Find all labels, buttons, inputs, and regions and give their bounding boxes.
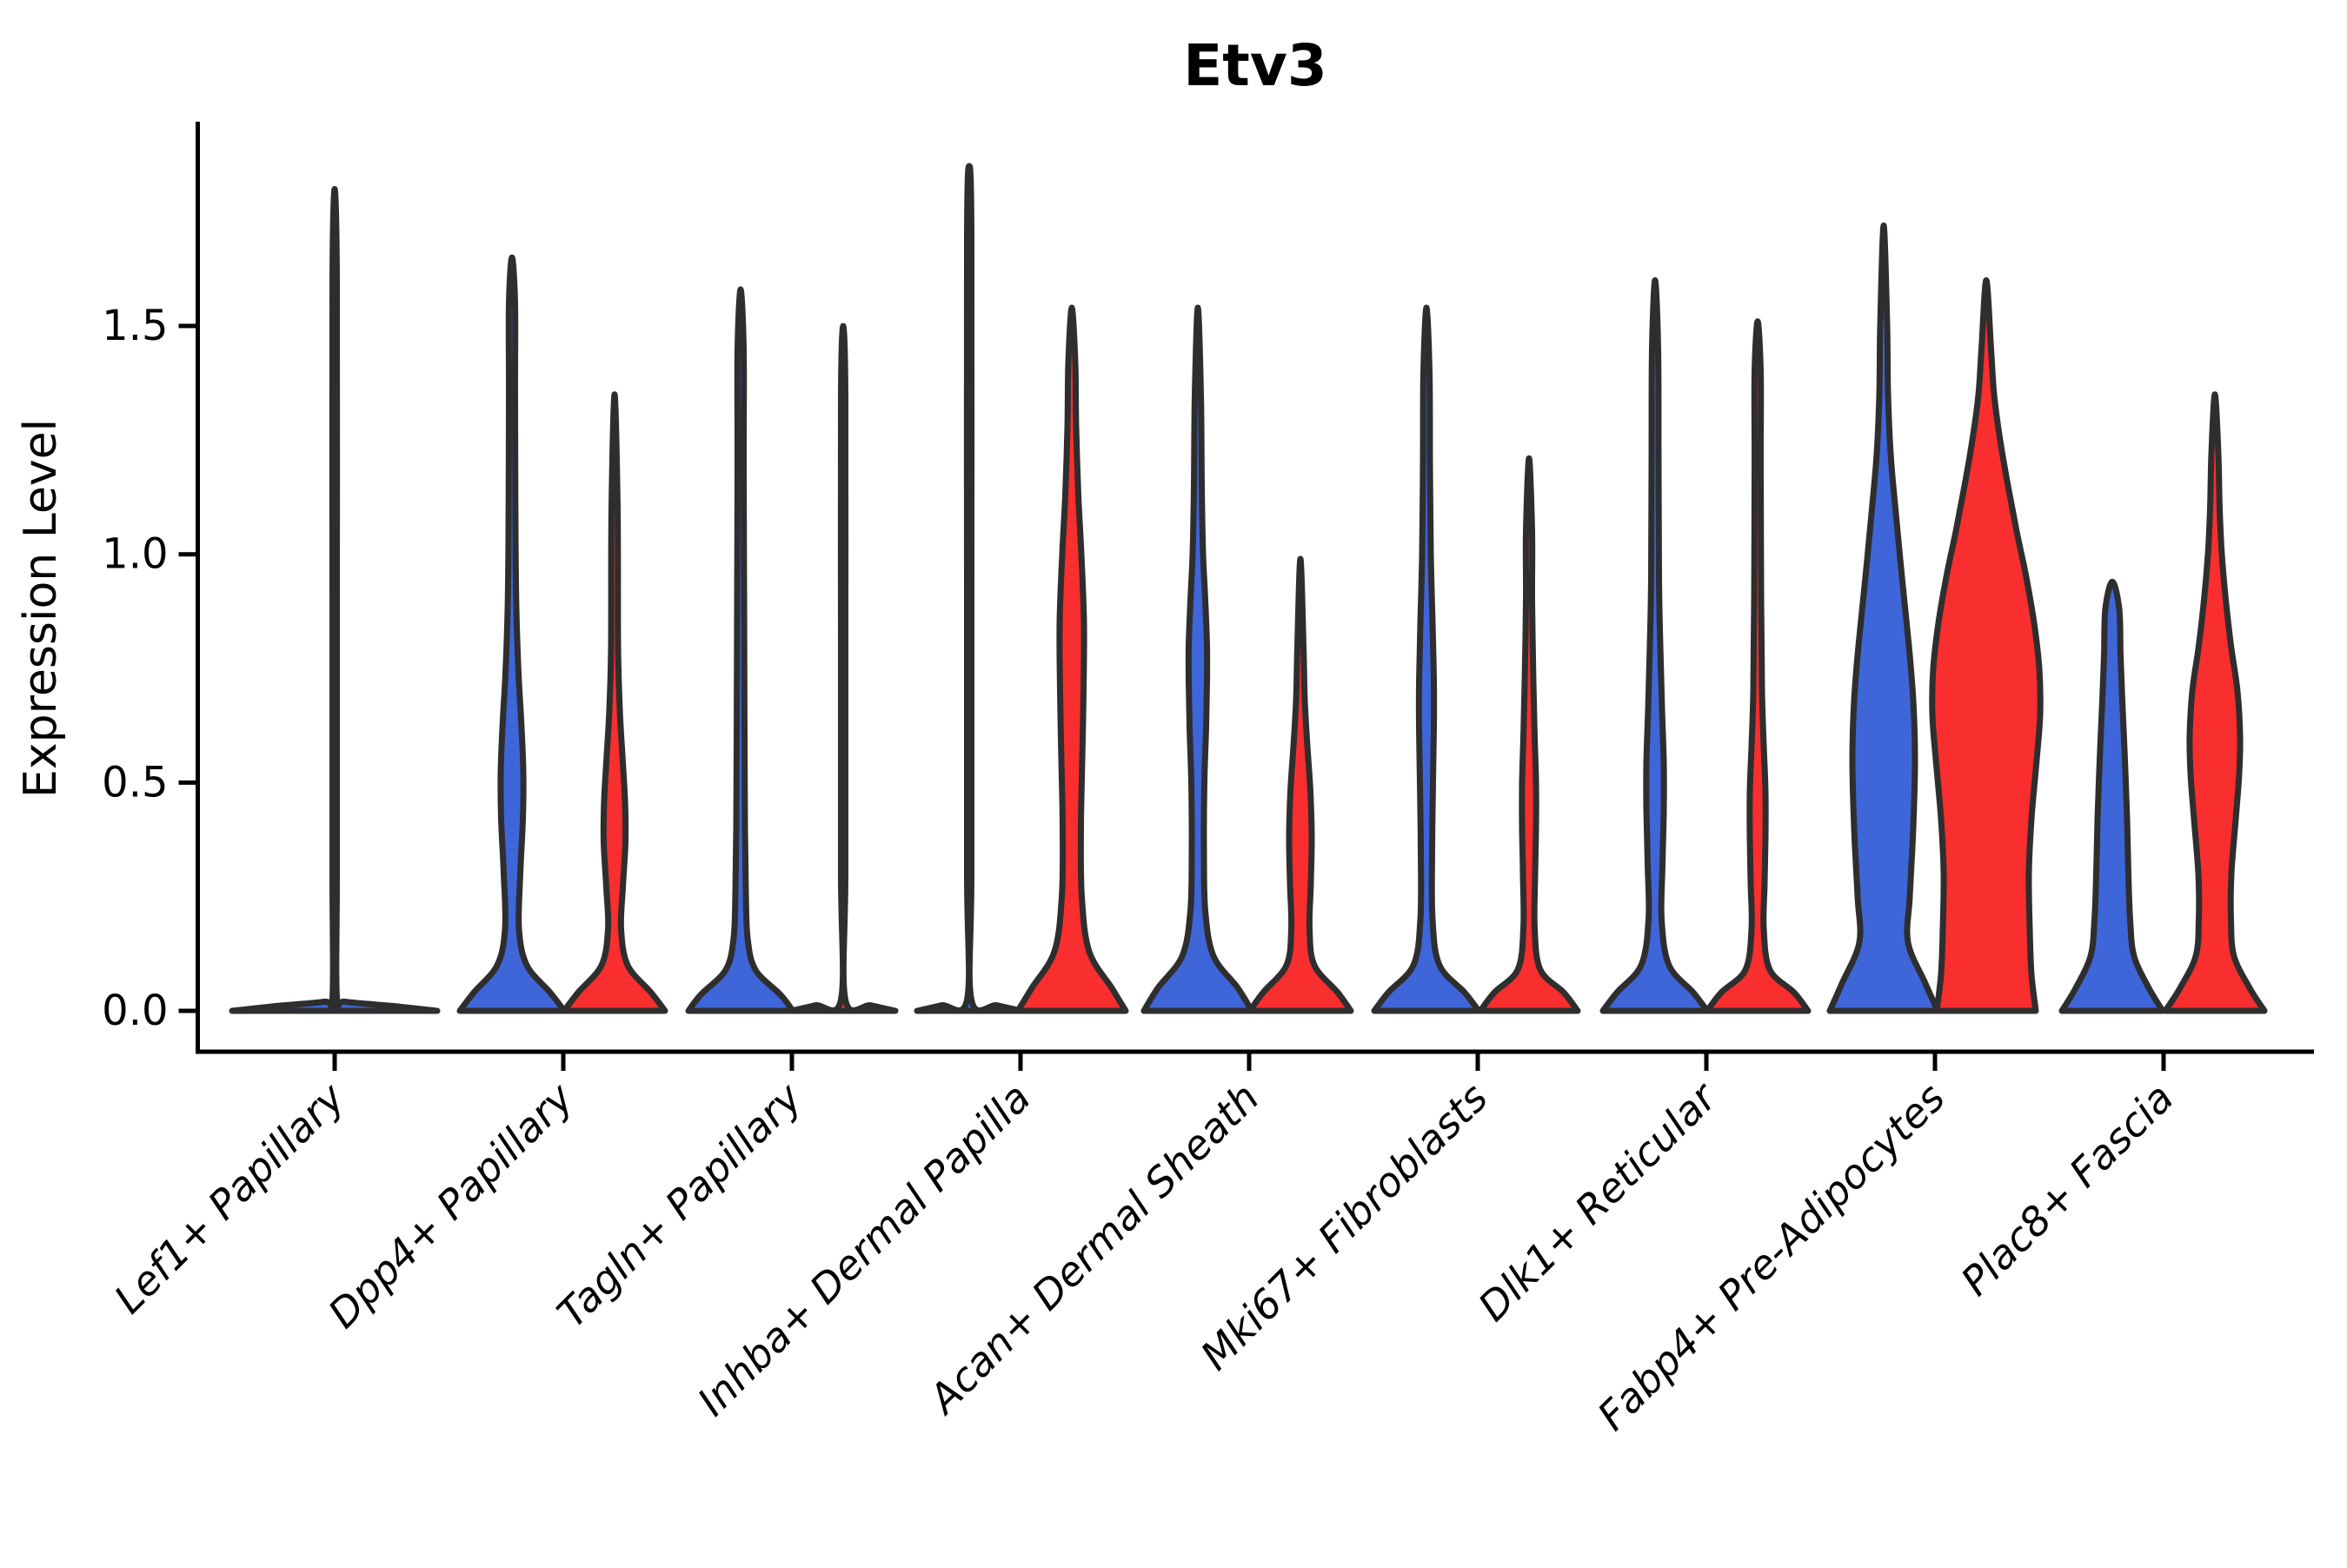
- x-tick-label-tagln-papillary: Tagln+ Papillary: [548, 1073, 811, 1337]
- violin-dlk1-reticular-blue: [1599, 277, 1711, 1014]
- plot-title: Etv3: [1183, 32, 1327, 99]
- y-tick-label: 1.5: [102, 302, 168, 350]
- x-tick-label-dpp4-papillary: Dpp4+ Papillary: [319, 1073, 582, 1337]
- y-tick-label: 0.0: [102, 987, 168, 1035]
- y-tick-label: 0.5: [102, 758, 168, 807]
- violin-inhba-dermal-papilla-blue: [914, 163, 1025, 1014]
- violin-dpp4-papillary-red: [561, 391, 668, 1014]
- y-tick-label: 1.0: [102, 530, 168, 579]
- violin-dlk1-reticular-red: [1704, 318, 1812, 1014]
- violin-mki67-fibroblasts-red: [1477, 455, 1581, 1014]
- violin-acan-dermal-sheath-red: [1247, 555, 1354, 1014]
- violin-mki67-fibroblasts-blue: [1371, 304, 1482, 1014]
- x-tick-label-lef1-papillary: Lef1+ Papillary: [105, 1073, 354, 1322]
- violin-lef1-papillary-blue: [229, 186, 441, 1014]
- axes-layer: [178, 122, 2314, 1071]
- violin-dpp4-papillary-blue: [456, 254, 568, 1014]
- violin-tagln-papillary-blue: [685, 286, 796, 1014]
- violin-fabp4-pre-adipocytes-blue: [1826, 223, 1941, 1014]
- violin-fabp4-pre-adipocytes-red: [1929, 277, 2044, 1014]
- violin-inhba-dermal-papilla-red: [1014, 304, 1129, 1014]
- violin-plac8-fascia-red: [2162, 391, 2268, 1014]
- x-tick-label-dlk1-reticular: Dlk1+ Reticular: [1469, 1072, 1727, 1330]
- violin-plac8-fascia-blue: [2058, 578, 2166, 1014]
- violin-acan-dermal-sheath-blue: [1140, 304, 1255, 1014]
- x-tick-label-plac8-fascia: Plac8+ Fascia: [1951, 1074, 2182, 1305]
- violin-tagln-papillary-red: [788, 322, 899, 1014]
- y-axis-label: Expression Level: [15, 419, 67, 798]
- violins-layer: [229, 163, 2268, 1014]
